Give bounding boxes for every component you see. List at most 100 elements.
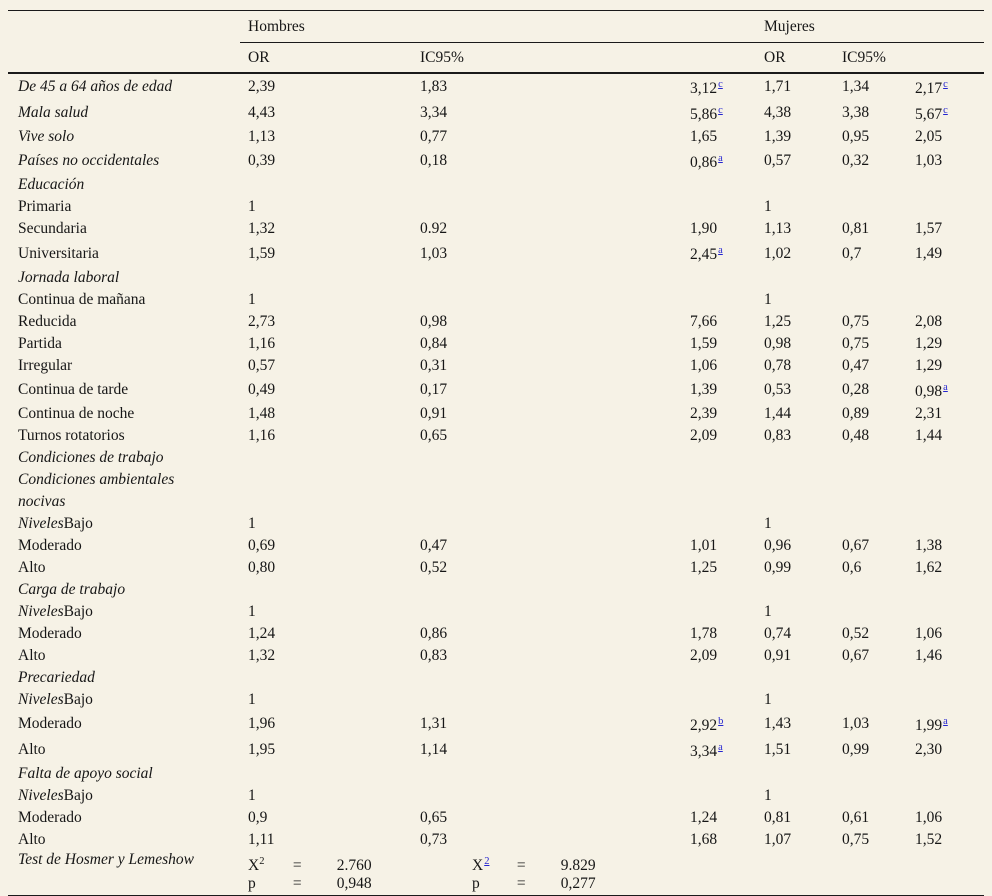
- table-row: Moderado 0,9 0,65 1,24 0,81 0,61 1,06: [8, 807, 984, 829]
- cell-hombres-or: [240, 667, 412, 689]
- cell-mujeres-ci-high: 1,38: [915, 536, 943, 554]
- cell-mujeres-or: 0,99: [764, 558, 792, 576]
- cell-hombres-ci-high: [682, 785, 756, 807]
- cell-hombres-ci-low: [412, 763, 682, 785]
- row-label: Moderado: [18, 536, 82, 554]
- cell-mujeres-ci-low: 0,75: [842, 334, 870, 352]
- cell-mujeres-ci-low: [834, 689, 907, 711]
- cell-hombres-ci-high: 1,78: [690, 624, 718, 642]
- cell-hombres-ci-low: 1,14: [420, 741, 448, 759]
- table-row: Alto 1,32 0,83 2,09 0,91 0,67 1,46: [8, 645, 984, 667]
- table-row: NivelesBajo 1 1: [8, 689, 984, 711]
- table-row: Moderado 0,69 0,47 1,01 0,96 0,67 1,38: [8, 535, 984, 557]
- cell-mujeres-or: [756, 174, 834, 196]
- cell-mujeres-or: [756, 447, 834, 469]
- table-row: Continua de mañana 1 1: [8, 289, 984, 311]
- p-symbol: p: [248, 875, 256, 893]
- cell-mujeres-ci-high: [907, 785, 984, 807]
- row-label: nocivas: [18, 492, 66, 510]
- equals-sign: =: [516, 875, 526, 893]
- cell-hombres-ci-low: 0,98: [420, 312, 448, 330]
- row-label: Primaria: [18, 198, 72, 216]
- cell-mujeres-or: 1,39: [764, 128, 792, 146]
- cell-hombres-ci-high: [682, 447, 756, 469]
- cell-hombres-ci-high: 2,09: [690, 426, 718, 444]
- p-symbol: p: [472, 875, 480, 893]
- cell-hombres-ci-low: 1,83: [420, 78, 448, 96]
- cell-hombres-or: 2,39: [248, 78, 276, 96]
- cell-hombres-ci-low: 0,65: [420, 426, 448, 444]
- cell-hombres-or: 0,57: [248, 356, 276, 374]
- footnote-link-c[interactable]: c: [943, 79, 948, 90]
- cell-mujeres-ci-low: 0,75: [842, 312, 870, 330]
- test-row: Test de Hosmer y Lemeshow X2 = 2.760 p =…: [8, 851, 985, 896]
- footnote-link-c[interactable]: c: [718, 105, 723, 117]
- cell-mujeres-ci-low: 0,67: [842, 536, 870, 554]
- cell-hombres-or: [240, 174, 412, 196]
- cell-hombres-or: 4,43: [248, 104, 276, 122]
- cell-hombres-or: 0,69: [248, 536, 276, 554]
- footnote-link-c[interactable]: c: [943, 105, 948, 117]
- cell-hombres-ci-high: 2,09: [690, 646, 718, 664]
- footnote-link-2[interactable]: 2: [484, 856, 490, 868]
- chi-value-mujeres: 9.829: [560, 857, 596, 875]
- cell-hombres-ci-high: 1,68: [690, 831, 718, 849]
- cell-hombres-or: 1: [248, 198, 256, 216]
- row-label: Moderado: [18, 714, 82, 732]
- footnote-link-a[interactable]: a: [943, 715, 948, 727]
- table-row: Partida 1,16 0,84 1,59 0,98 0,75 1,29: [8, 333, 984, 355]
- equals-sign: =: [292, 857, 302, 875]
- cell-mujeres-ci-high: 1,06: [915, 809, 943, 827]
- cell-mujeres-ci-high: 1,29: [915, 334, 943, 352]
- cell-hombres-or: 1,96: [248, 714, 276, 732]
- table-row: Alto 0,80 0,52 1,25 0,99 0,6 1,62: [8, 557, 984, 579]
- cell-mujeres-or: 1,51: [764, 741, 792, 759]
- cell-hombres-or: 1: [248, 602, 256, 620]
- cell-mujeres-ci-low: 0,81: [842, 220, 870, 238]
- cell-mujeres-ci-high: [907, 196, 984, 218]
- footnote-link-a[interactable]: a: [718, 153, 723, 165]
- cell-hombres-ci-high: 3,34a: [690, 741, 723, 761]
- cell-mujeres-ci-low: [834, 267, 907, 289]
- footnote-link-a[interactable]: a: [718, 245, 723, 257]
- cell-mujeres-or: 0,91: [764, 646, 792, 664]
- table-body: De 45 a 64 años de edad 2,39 1,83 3,12c 1,71…: [8, 73, 984, 851]
- footnote-link-c[interactable]: c: [718, 79, 723, 90]
- chi-square-line-mujeres: X2 = 9.829: [472, 851, 682, 875]
- cell-mujeres-ci-high: 2,30: [915, 741, 943, 759]
- regression-results-table: Hombres Mujeres OR IC95% OR IC95% De 45 …: [8, 10, 985, 896]
- row-label: Irregular: [18, 356, 73, 374]
- cell-mujeres-ci-low: 0,28: [842, 380, 870, 398]
- cell-hombres-ci-high: 1,65: [690, 128, 718, 146]
- cell-mujeres-ci-low: [834, 447, 907, 469]
- cell-mujeres-or: 0,53: [764, 380, 792, 398]
- footnote-link-b[interactable]: b: [718, 715, 724, 727]
- group-header-hombres: Hombres: [240, 10, 756, 43]
- cell-hombres-or: [240, 469, 412, 491]
- table-row: Vive solo 1,13 0,77 1,65 1,39 0,95 2,05: [8, 126, 984, 148]
- cell-mujeres-ci-low: 0,89: [842, 404, 870, 422]
- cell-mujeres-ci-low: [834, 579, 907, 601]
- table-row: Continua de noche 1,48 0,91 2,39 1,44 0,89 2,3…: [8, 403, 984, 425]
- cell-hombres-or: 1: [248, 787, 256, 805]
- cell-mujeres-ci-low: 1,03: [842, 714, 870, 732]
- cell-mujeres-ci-high: 2,08: [915, 312, 943, 330]
- cell-hombres-ci-high: [682, 689, 756, 711]
- cell-hombres-or: [240, 579, 412, 601]
- table-header: Hombres Mujeres OR IC95% OR IC95%: [8, 10, 985, 74]
- footnote-link-a[interactable]: a: [718, 741, 723, 753]
- cell-empty: [756, 851, 834, 896]
- cell-hombres-or: 1: [248, 514, 256, 532]
- table-row: Condiciones de trabajo: [8, 447, 984, 469]
- cell-mujeres-or: 0,83: [764, 426, 792, 444]
- cell-mujeres-or: 1: [764, 787, 772, 805]
- cell-mujeres-or: 0,78: [764, 356, 792, 374]
- cell-hombres-ci-low: [412, 601, 682, 623]
- cell-hombres-ci-high: 1,39: [690, 380, 718, 398]
- cell-mujeres-ci-high: [907, 491, 984, 513]
- cell-hombres-ci-low: 0,31: [420, 356, 448, 374]
- cell-hombres-ci-high: 1,24: [690, 809, 718, 827]
- footnote-link-a[interactable]: a: [943, 381, 948, 393]
- cell-mujeres-or: 0,74: [764, 624, 792, 642]
- row-label: Educación: [18, 176, 85, 194]
